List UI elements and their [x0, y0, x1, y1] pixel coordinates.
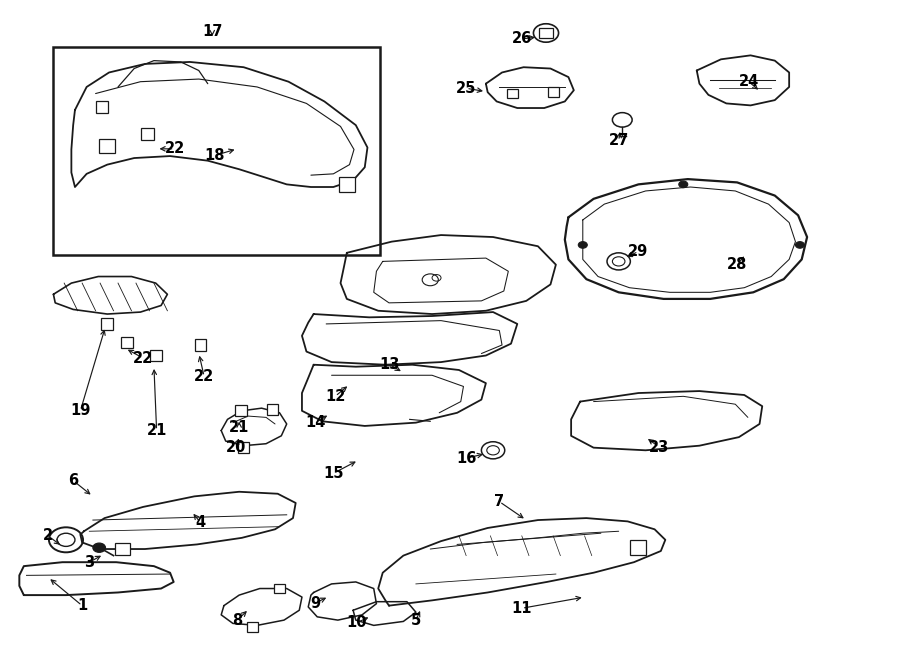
Bar [274, 584, 285, 594]
Text: 11: 11 [511, 601, 532, 616]
Text: 7: 7 [494, 494, 504, 509]
Bar [539, 28, 553, 38]
Bar [238, 442, 249, 453]
Circle shape [796, 242, 805, 249]
Text: 25: 25 [456, 81, 476, 96]
Bar [141, 128, 154, 140]
Text: 15: 15 [323, 466, 344, 481]
Text: 28: 28 [727, 257, 747, 272]
Text: 19: 19 [70, 403, 91, 418]
Text: 14: 14 [305, 415, 326, 430]
Text: 18: 18 [204, 148, 225, 163]
Text: 1: 1 [77, 598, 87, 613]
Text: 5: 5 [410, 613, 421, 627]
Bar [266, 404, 278, 415]
Text: 21: 21 [229, 420, 249, 435]
Bar [248, 622, 258, 632]
Text: 24: 24 [739, 74, 759, 89]
Text: 22: 22 [133, 350, 153, 366]
Text: 23: 23 [649, 440, 670, 455]
Bar [115, 543, 130, 555]
Bar [150, 350, 161, 361]
Circle shape [93, 543, 105, 553]
Text: 3: 3 [85, 555, 94, 570]
Text: 22: 22 [165, 141, 184, 157]
Bar [52, 48, 380, 254]
Text: 21: 21 [147, 423, 166, 438]
Text: 8: 8 [232, 613, 242, 627]
Text: 20: 20 [225, 440, 246, 455]
Bar [508, 89, 518, 98]
Text: 17: 17 [202, 24, 222, 38]
Text: 13: 13 [380, 357, 400, 372]
Circle shape [679, 181, 688, 188]
Text: 2: 2 [43, 528, 53, 543]
Text: 27: 27 [608, 134, 629, 149]
Bar [99, 139, 115, 153]
Text: 6: 6 [68, 473, 78, 488]
Bar [630, 541, 646, 555]
Text: 29: 29 [628, 244, 649, 259]
Text: 4: 4 [195, 515, 205, 530]
Bar [235, 405, 247, 416]
Bar [548, 87, 559, 97]
Text: 16: 16 [456, 451, 476, 466]
Text: 12: 12 [325, 389, 346, 404]
Bar [102, 319, 113, 330]
Bar [122, 336, 133, 348]
Bar [194, 339, 206, 350]
Text: 10: 10 [346, 615, 367, 630]
Text: 26: 26 [512, 32, 532, 46]
Bar [338, 177, 355, 192]
Text: 9: 9 [310, 596, 320, 611]
Bar [95, 100, 108, 112]
Text: 22: 22 [194, 369, 214, 384]
Circle shape [579, 242, 588, 249]
